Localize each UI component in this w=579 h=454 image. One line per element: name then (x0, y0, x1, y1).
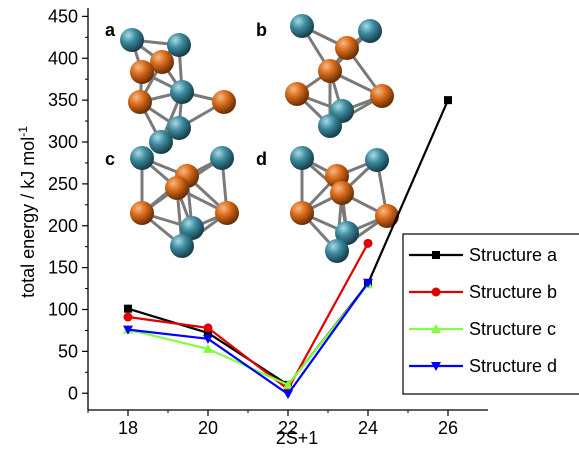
legend: Structure a Structure b Structure c Structu… (402, 233, 579, 395)
data-point (283, 390, 293, 400)
inset-label-a: a (105, 20, 116, 40)
legend-label: Structure a (469, 245, 558, 265)
axes: 0 50 100 150 200 250 300 350 400 450 18 20 22 24 26 (48, 6, 488, 438)
ti-atom (170, 234, 194, 258)
series-line (127, 282, 369, 396)
ti-atom (170, 80, 194, 104)
fe-atom (318, 59, 342, 83)
ti-atom (325, 239, 349, 263)
y-axis-title-superscript: -1 (16, 126, 30, 137)
x-tick-label: 26 (438, 418, 458, 438)
ti-atom (167, 33, 191, 57)
x-tick-label: 18 (118, 418, 138, 438)
structure-insets: a b c d (105, 14, 399, 263)
y-tick-label: 100 (48, 300, 78, 320)
data-point (204, 328, 212, 337)
x-tick-label: 20 (198, 418, 218, 438)
data-point (203, 343, 213, 353)
legend-item: Structure b (409, 282, 557, 302)
y-axis-title: total energy / kJ mol-1 (16, 126, 38, 298)
fe-atom (130, 60, 154, 84)
ti-atom (130, 146, 154, 170)
series-2 (123, 238, 373, 394)
legend-label: Structure b (469, 282, 557, 302)
series (123, 96, 452, 400)
fe-atom (370, 84, 394, 108)
fe-atom (128, 90, 152, 114)
fe-atom (165, 176, 189, 200)
y-tick-label: 50 (58, 341, 78, 361)
ti-atom (358, 19, 382, 43)
inset-structure-c: c (105, 146, 239, 258)
ti-atom (318, 114, 342, 138)
fe-atom (330, 181, 354, 205)
legend-item: Structure c (409, 319, 556, 339)
ti-atom (120, 28, 144, 52)
fe-atom (215, 201, 239, 225)
y-tick-label: 350 (48, 90, 78, 110)
ti-atom (167, 116, 191, 140)
ti-atom (180, 216, 204, 240)
data-point (363, 278, 373, 288)
data-point (203, 334, 213, 344)
fe-atom (335, 36, 359, 60)
series-4 (123, 278, 373, 400)
inset-structure-b: b (256, 14, 394, 138)
fe-atom (212, 90, 236, 114)
legend-box (402, 233, 579, 395)
legend-marker (431, 287, 441, 297)
data-point (363, 238, 373, 248)
fe-atom (130, 201, 154, 225)
inset-label-d: d (256, 149, 267, 169)
legend-marker (432, 251, 440, 259)
inset-label-c: c (105, 149, 115, 169)
x-axis-title: 2S+1 (276, 428, 319, 448)
data-point (123, 312, 133, 322)
legend-marker (431, 324, 441, 333)
inset-label-b: b (256, 20, 267, 40)
y-tick-label: 150 (48, 258, 78, 278)
data-point (444, 96, 452, 105)
y-tick-label: 400 (48, 48, 78, 68)
y-tick-label: 300 (48, 132, 78, 152)
ti-atom (210, 146, 234, 170)
y-axis-title-text: total energy / kJ mol (18, 137, 38, 298)
x-tick-label: 22 (278, 418, 298, 438)
ti-atom (290, 14, 314, 38)
legend-label: Structure d (469, 356, 557, 376)
y-tick-label: 200 (48, 216, 78, 236)
fe-atom (285, 82, 309, 106)
y-tick-label: 450 (48, 6, 78, 26)
data-point (203, 323, 213, 333)
x-tick-label: 24 (358, 418, 378, 438)
y-tick-label: 0 (68, 383, 78, 403)
data-point (283, 379, 293, 389)
legend-label: Structure c (469, 319, 556, 339)
ti-atom (335, 221, 359, 245)
y-tick-label: 250 (48, 174, 78, 194)
legend-item: Structure d (409, 356, 557, 376)
fe-atom (375, 204, 399, 228)
ti-atom (290, 146, 314, 170)
legend-marker (431, 362, 441, 371)
fe-atom (150, 50, 174, 74)
legend-item: Structure a (409, 245, 558, 265)
data-point (123, 325, 133, 335)
fe-atom (290, 201, 314, 225)
inset-structure-a: a (105, 20, 236, 154)
inset-structure-d: d (256, 146, 399, 263)
series-line (127, 242, 369, 391)
ti-atom (149, 130, 173, 154)
data-point (124, 304, 132, 313)
ti-atom (365, 148, 389, 172)
